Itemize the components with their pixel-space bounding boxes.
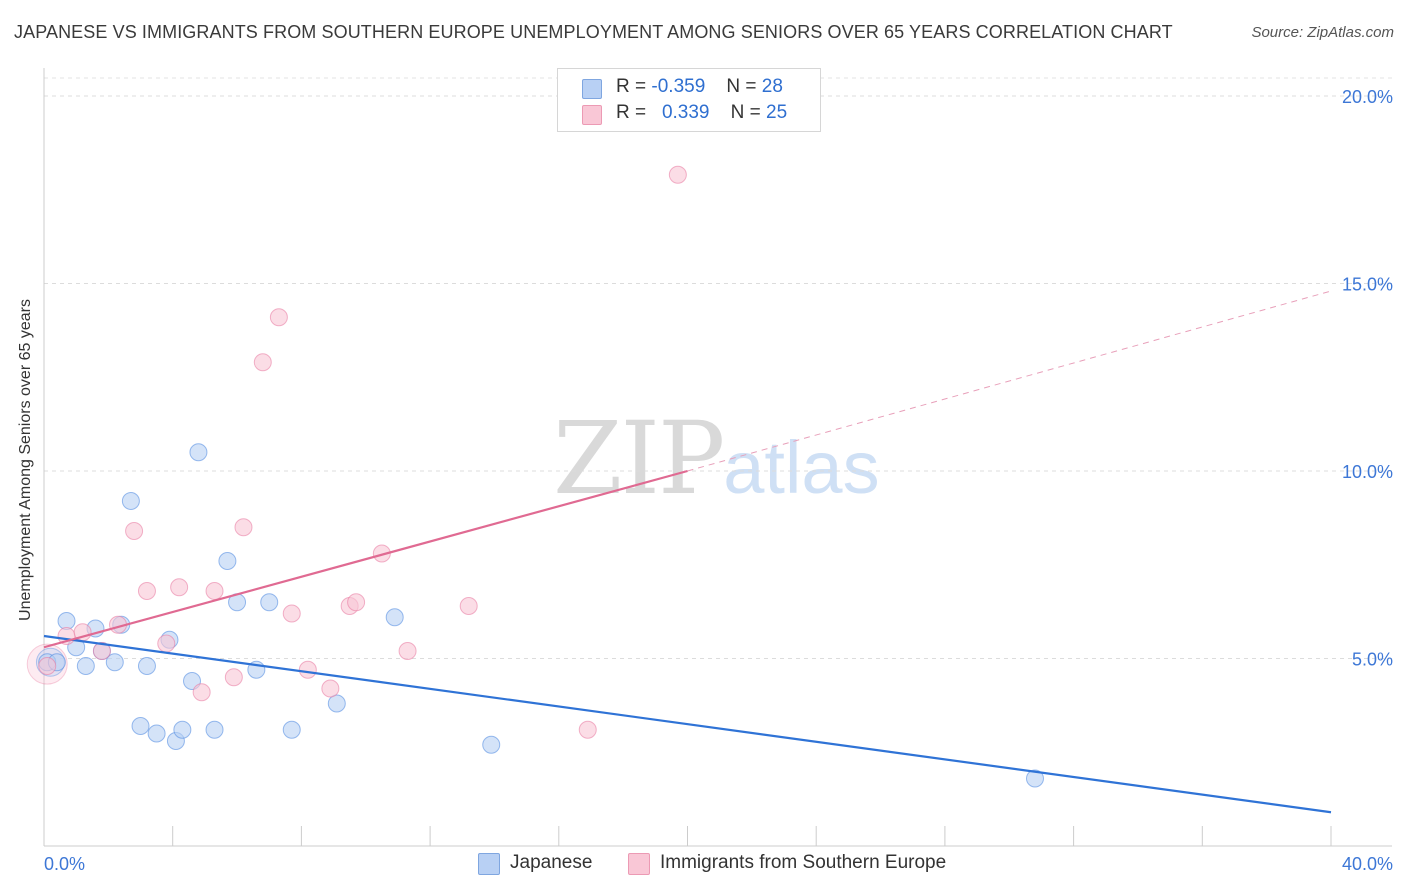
x-tick-label: 40.0% — [1342, 854, 1393, 874]
point-japanese — [137, 657, 156, 675]
point-southern-europe — [668, 165, 687, 184]
legend-r-value: -0.359 — [651, 76, 706, 97]
point-southern-europe — [298, 660, 317, 679]
legend-r-value: 0.339 — [661, 102, 710, 123]
point-japanese — [385, 608, 404, 627]
point-japanese — [131, 717, 150, 735]
point-southern-europe — [157, 634, 176, 653]
trend-line-extension-southern-europe — [687, 290, 1332, 472]
bottom-legend-label-southern-europe: Immigrants from Southern Europe — [660, 852, 947, 873]
point-japanese — [282, 720, 301, 739]
trend-line-japanese — [43, 634, 1332, 814]
y-tick-label: 10.0% — [1342, 462, 1393, 482]
point-japanese — [260, 593, 279, 612]
legend-n-value: 28 — [761, 76, 783, 97]
y-tick-label: 20.0% — [1342, 87, 1393, 107]
point-southern-europe — [321, 679, 340, 698]
point-southern-europe — [459, 597, 478, 615]
y-axis-label: Unemployment Among Seniors over 65 years — [17, 299, 34, 621]
y-tick-label: 5.0% — [1352, 650, 1393, 670]
point-japanese — [327, 694, 346, 713]
correlation-legend: R = -0.359 N = 28 R = 0.339 N = 25 — [557, 68, 821, 132]
watermark: ZIPatlas — [553, 400, 880, 517]
point-southern-europe — [253, 353, 272, 372]
watermark-zip: ZIP — [553, 400, 725, 517]
trend-line-southern-europe — [43, 469, 688, 649]
point-southern-europe — [92, 642, 111, 660]
point-southern-europe — [224, 668, 243, 687]
point-japanese — [205, 720, 224, 739]
watermark-atlas: atlas — [723, 426, 880, 509]
point-southern-europe — [205, 582, 224, 600]
point-japanese — [121, 492, 140, 510]
legend-swatch-japanese — [582, 79, 602, 99]
point-japanese — [218, 552, 237, 570]
point-southern-europe — [125, 522, 144, 540]
y-tick-label: 15.0% — [1342, 275, 1393, 295]
bottom-legend-swatch-japanese — [478, 853, 500, 875]
point-southern-europe — [234, 518, 253, 537]
legend-n-label: N = — [726, 76, 757, 97]
point-japanese — [1025, 769, 1044, 788]
point-japanese — [173, 720, 192, 739]
point-southern-europe — [578, 720, 597, 739]
legend-r-label: R = — [616, 102, 647, 123]
point-southern-europe — [398, 642, 417, 660]
source-credit: Source: ZipAtlas.com — [1251, 24, 1394, 41]
legend-r-label: R = — [616, 76, 647, 97]
point-japanese — [57, 612, 76, 630]
point-southern-europe — [282, 604, 301, 623]
point-japanese — [76, 657, 95, 675]
legend-n-value: 25 — [766, 102, 788, 123]
point-southern-europe — [347, 593, 366, 612]
point-japanese — [147, 724, 166, 743]
point-southern-europe — [269, 308, 288, 327]
x-tick-label: 0.0% — [44, 854, 85, 874]
chart-title: JAPANESE VS IMMIGRANTS FROM SOUTHERN EUR… — [14, 22, 1173, 42]
point-southern-europe — [192, 683, 211, 702]
point-southern-europe — [137, 582, 156, 600]
legend-n-label: N = — [730, 102, 761, 123]
bottom-legend-swatch-southern-europe — [628, 853, 650, 875]
point-southern-europe — [38, 657, 57, 675]
point-japanese — [482, 735, 501, 754]
point-japanese — [105, 653, 124, 672]
point-southern-europe — [170, 578, 189, 597]
point-japanese — [189, 443, 208, 462]
legend-swatch-southern-europe — [582, 105, 602, 125]
bottom-legend-label-japanese: Japanese — [510, 852, 593, 873]
